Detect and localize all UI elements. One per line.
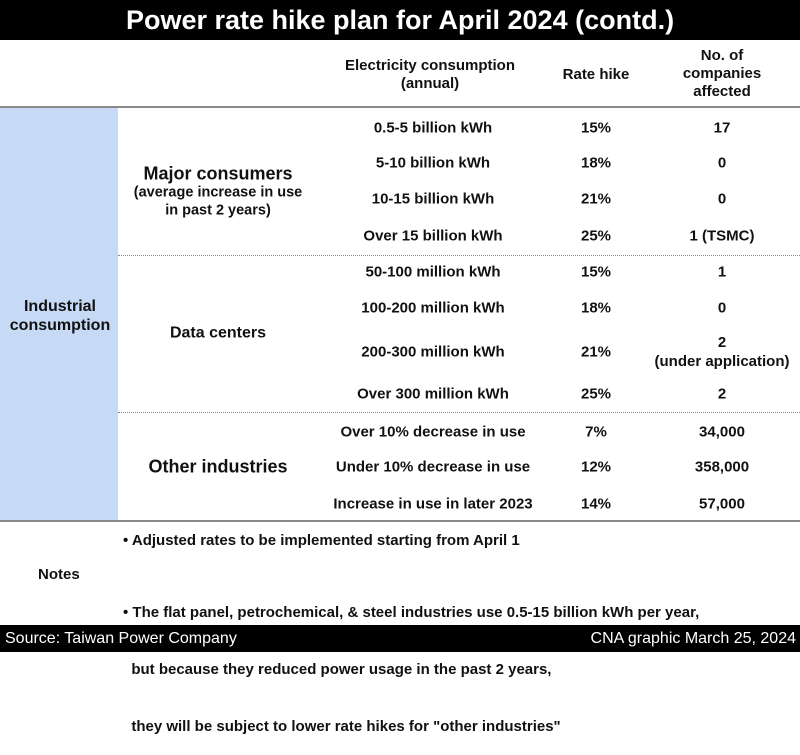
companies-line: 17 [713,119,731,137]
companies-line: 358,000 [694,458,750,476]
companies-cell: 0 [718,299,726,318]
rate-hike-cell: 25% [580,227,612,245]
notes-label: Notes [38,566,80,583]
footer: Source: Taiwan Power Company CNA graphic… [0,625,800,652]
rate-hike-cell: 18% [580,299,612,317]
companies-cell: 1 (TSMC) [690,227,755,246]
rate-hike-cell: 14% [580,495,612,513]
companies-cell: 0 [718,154,726,173]
companies-line: 0 [717,154,727,172]
header-companies-line2: companies [682,65,762,82]
industrial-column [0,108,118,520]
companies-cell: 17 [714,119,731,138]
rate-hike-cell: 12% [580,458,612,476]
header-companies-line3: affected [693,83,751,100]
source-text: Source: Taiwan Power Company [5,630,237,647]
companies-cell: 1 [718,263,726,282]
group-label: Other industries [148,456,288,477]
companies-line: 57,000 [699,495,745,513]
companies-line: 1 [717,263,727,281]
rate-hike-cell: 7% [585,423,607,441]
note-item: • The flat panel, petrochemical, & steel… [123,565,699,755]
consumption-cell: 0.5-5 billion kWh [373,119,493,137]
rate-hike-cell: 21% [580,343,612,361]
companies-line: 0 [717,190,727,208]
consumption-cell: 100-200 million kWh [361,299,505,317]
industrial-consumption-label: Industrial consumption [10,297,110,335]
table-bottom-divider [0,520,800,522]
companies-line: 0 [717,299,727,317]
header-divider [0,106,800,108]
industrial-label-line1: Industrial [23,298,96,315]
header-consumption-line2: (annual) [400,75,460,92]
companies-cell: 34,000 [699,423,745,442]
consumption-cell: Over 10% decrease in use [340,423,526,441]
header-consumption: Electricity consumption (annual) [330,57,530,93]
note-line: • The flat panel, petrochemical, & steel… [123,604,700,621]
header-consumption-line1: Electricity consumption [344,57,516,74]
rate-hike-cell: 15% [580,263,612,281]
group-subtitle: (average increase in use [133,184,303,201]
consumption-cell: Under 10% decrease in use [335,458,531,476]
consumption-cell: 50-100 million kWh [365,263,501,281]
companies-line: 34,000 [699,423,745,441]
rate-hike-cell: 25% [580,385,612,403]
consumption-cell: Increase in use in later 2023 [333,495,533,513]
industrial-label-line2: consumption [9,317,111,334]
companies-cell: 0 [718,190,726,209]
header-rate-hike: Rate hike [562,66,630,83]
companies-cell: 57,000 [699,495,745,514]
note-line: they will be subject to lower rate hikes… [123,718,561,735]
rate-hike-cell: 21% [580,190,612,208]
companies-cell: 2 [718,385,726,404]
companies-line: 2 [717,334,727,351]
note-item: • Adjusted rates to be implemented start… [123,531,520,550]
group-divider [118,412,800,413]
group-label: Data centers [170,324,266,343]
companies-line: 2 [717,385,727,403]
note-line: • Adjusted rates to be implemented start… [123,532,520,549]
consumption-cell: 10-15 billion kWh [371,190,495,208]
group-subtitle: in past 2 years) [165,202,271,219]
companies-line: (under application) [654,353,790,370]
note-line: but because they reduced power usage in … [123,661,552,678]
consumption-cell: 5-10 billion kWh [375,154,491,172]
consumption-cell: 200-300 million kWh [361,343,505,361]
group-name: Data centers [169,324,267,342]
consumption-cell: Over 300 million kWh [357,385,509,403]
group-label: Major consumers (average increase in use i… [133,163,303,220]
consumption-cell: Over 15 billion kWh [363,227,503,245]
companies-cell: 358,000 [695,458,749,477]
rate-hike-cell: 18% [580,154,612,172]
credit-text: CNA graphic March 25, 2024 [590,630,796,647]
rate-hike-cell: 15% [580,119,612,137]
group-name: Other industries [148,456,288,477]
companies-line: 1 (TSMC) [689,227,755,245]
page-title: Power rate hike plan for April 2024 (con… [0,0,800,40]
header-companies: No. of companies affected [662,47,782,101]
companies-cell: 2 (under application) [655,333,790,371]
header-companies-line1: No. of [700,47,744,64]
group-name: Major consumers [143,163,293,184]
group-divider [118,255,800,256]
